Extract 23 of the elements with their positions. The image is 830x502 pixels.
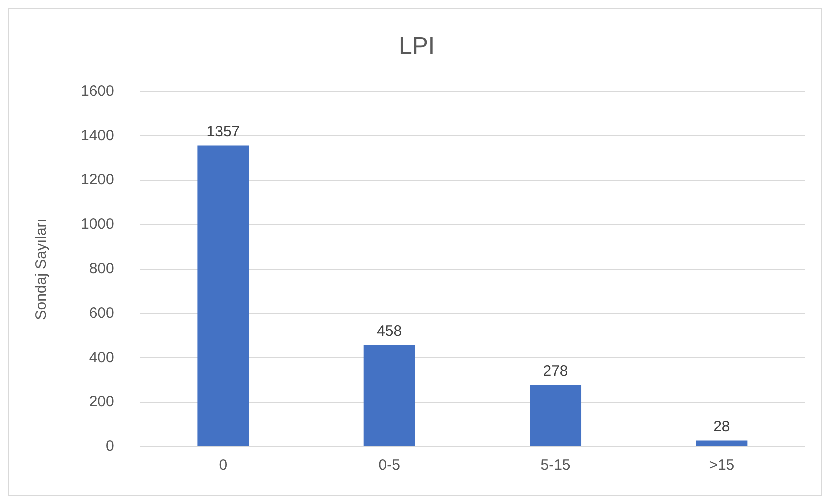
x-tick-label: >15 (709, 457, 735, 474)
data-label: 1357 (206, 123, 240, 140)
y-tick-label: 1200 (80, 172, 114, 189)
y-tick-label: 200 (89, 394, 114, 411)
y-tick-label: 1000 (80, 216, 114, 234)
data-label: 28 (714, 418, 730, 436)
y-tick-label: 800 (89, 260, 114, 278)
y-tick-label: 1400 (80, 127, 114, 144)
y-tick-label: 600 (89, 304, 114, 322)
chart-title: LPI (398, 33, 436, 60)
bar (364, 345, 416, 446)
y-tick-label: 0 (106, 438, 114, 456)
bar (198, 146, 250, 446)
x-tick-label: 0 (219, 457, 228, 474)
bar (530, 385, 582, 446)
y-tick-label: 400 (89, 349, 114, 366)
bar (696, 440, 748, 446)
data-label: 458 (377, 322, 402, 340)
y-tick-label: 1600 (80, 82, 114, 100)
x-tick-label: 5-15 (540, 457, 571, 474)
data-label: 278 (543, 362, 568, 380)
y-axis-title: Sondaj Sayıları (33, 218, 50, 320)
x-tick-label: 0-5 (378, 457, 400, 474)
